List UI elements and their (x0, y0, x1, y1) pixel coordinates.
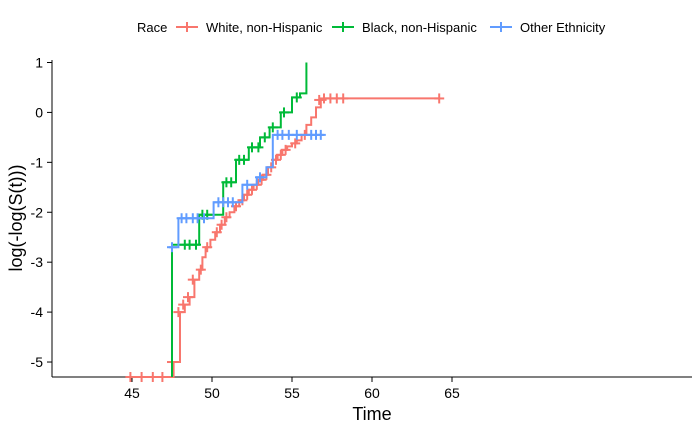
censor-mark (125, 372, 136, 382)
y-tick-label: -2 (31, 204, 44, 220)
censor-mark (315, 129, 326, 140)
censor-mark (173, 307, 184, 318)
censor-mark (338, 93, 349, 104)
series-group (171, 62, 308, 377)
censor-mark (291, 92, 302, 103)
series-group (125, 93, 445, 382)
censor-mark (280, 144, 291, 155)
censor-mark (259, 132, 270, 143)
series-group (167, 129, 326, 253)
legend: Race White, non-Hispanic Black, non-Hispa… (137, 20, 606, 35)
censor-mark (216, 219, 227, 230)
axes: Time log(-log(S(t))) 45 50 55 60 65 -5 -4 -3 -2 -… (6, 54, 692, 424)
x-tick-label: 55 (284, 385, 300, 401)
censor-mark (290, 138, 301, 149)
legend-label: White, non-Hispanic (206, 20, 323, 35)
censor-mark (178, 299, 189, 310)
censor-mark (227, 197, 238, 208)
censor-mark (291, 129, 302, 140)
y-tick-label: -5 (31, 354, 44, 370)
legend-key (176, 22, 198, 32)
censor-mark (226, 177, 237, 188)
censor-mark (253, 142, 264, 153)
x-tick-label: 45 (124, 385, 140, 401)
legend-key (490, 22, 512, 32)
censor-mark (211, 227, 222, 238)
censor-mark (221, 212, 232, 223)
series-group (125, 62, 445, 382)
censor-mark (195, 264, 206, 275)
y-tick-label: 0 (35, 104, 43, 120)
legend-key (332, 22, 354, 32)
censor-mark (136, 372, 147, 382)
legend-label: Black, non-Hispanic (362, 20, 477, 35)
y-axis-title: log(-log(S(t))) (6, 164, 26, 271)
legend-title: Race (137, 20, 167, 35)
y-tick-label: -1 (31, 154, 44, 170)
x-tick-label: 50 (204, 385, 220, 401)
x-axis-title: Time (352, 404, 391, 424)
legend-label: Other Ethnicity (520, 20, 606, 35)
y-tick-label: 1 (35, 54, 43, 70)
censor-mark (239, 154, 249, 165)
censor-mark (275, 149, 286, 160)
censor-mark (247, 184, 257, 195)
censor-mark (314, 94, 325, 105)
censor-mark (434, 93, 445, 104)
censor-mark (255, 172, 265, 183)
x-tick-label: 65 (444, 385, 460, 401)
censor-mark (147, 372, 158, 382)
censor-mark (183, 292, 193, 303)
censor-mark (202, 242, 213, 253)
censor-mark (157, 372, 168, 382)
censor-mark (167, 242, 177, 253)
censor-mark (279, 107, 289, 118)
censor-mark (242, 179, 253, 190)
censor-mark (187, 274, 198, 285)
censor-mark (191, 239, 201, 250)
censor-mark (267, 122, 278, 133)
censor-mark (242, 189, 253, 200)
x-tick-label: 60 (364, 385, 380, 401)
censor-mark (199, 213, 209, 224)
y-tick-label: -4 (31, 304, 44, 320)
y-tick-label: -3 (31, 254, 44, 270)
